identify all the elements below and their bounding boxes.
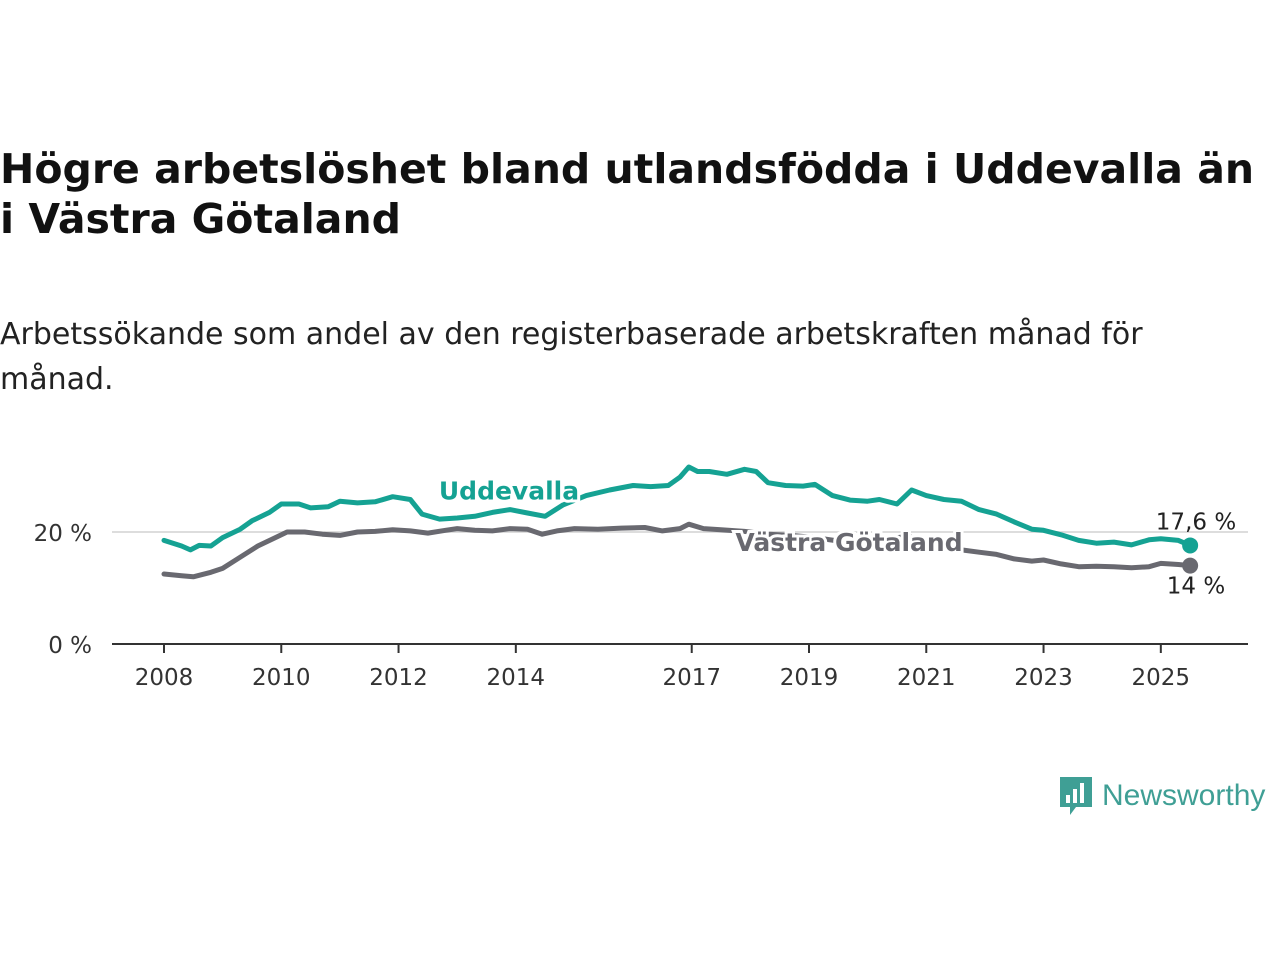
x-tick-label: 2025: [1132, 665, 1191, 691]
x-tick-label: 2021: [897, 665, 956, 691]
series-label-vastra-gotaland: Västra Götaland: [735, 528, 962, 557]
x-tick-label: 2012: [369, 665, 428, 691]
newsworthy-logo-icon: [1060, 777, 1092, 815]
chart-subtitle: Arbetssökande som andel av den registerb…: [0, 317, 1143, 397]
end-value-label-uddevalla: 17,6 %: [1156, 509, 1236, 535]
y-tick-label: 0 %: [48, 633, 92, 659]
newsworthy-brand: Newsworthy: [1058, 772, 1265, 820]
x-tick-label: 2010: [252, 665, 311, 691]
series-label-uddevalla: Uddevalla: [439, 476, 579, 505]
series-line-vastra-gotaland: [161, 521, 1193, 580]
line-chart: 0 % 20 % 2008 2010 2012 2014 2017 2019 2021 2023 2…: [34, 464, 1248, 691]
series-end-point: [1182, 557, 1199, 574]
y-tick-label: 20 %: [34, 521, 92, 547]
series-line-uddevalla: [161, 464, 1193, 553]
end-value-label-vastra-gotaland: 14 %: [1167, 574, 1225, 600]
x-tick-label: 2008: [135, 665, 194, 691]
chart-title: Högre arbetslöshet bland utlandsfödda i …: [0, 145, 1255, 243]
x-tick-label: 2019: [780, 665, 839, 691]
x-tick-label: 2014: [487, 665, 546, 691]
x-tick-label: 2017: [662, 665, 721, 691]
brand-name: Newsworthy: [1102, 779, 1266, 812]
series-end-point: [1182, 537, 1199, 554]
x-tick-label: 2023: [1014, 665, 1073, 691]
